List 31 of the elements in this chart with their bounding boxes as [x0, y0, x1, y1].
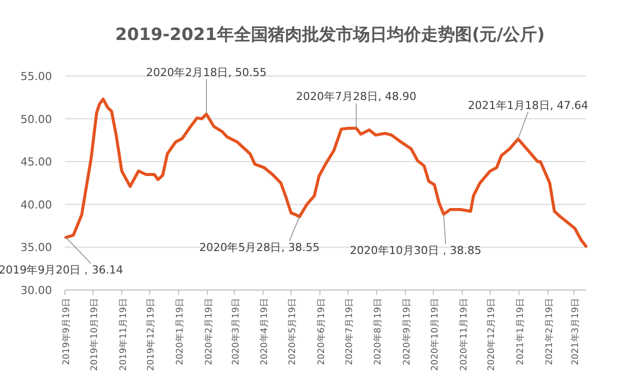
x-tick-label: 2019年12月19日: [146, 298, 157, 371]
x-tick-label: 2020年10月19日: [429, 298, 440, 371]
x-tick-label: 2020年12月19日: [486, 298, 498, 371]
x-tick-label: 2020年11月19日: [458, 298, 470, 371]
x-tick-label: 2020年9月19日: [402, 298, 413, 366]
x-tick-label: 2021年2月19日: [544, 298, 555, 366]
y-tick-label: 45.00: [20, 156, 52, 169]
x-tick-label: 2019年11月19日: [118, 298, 129, 371]
y-tick-label: 30.00: [20, 284, 52, 297]
x-tick-label: 2020年7月19日: [344, 298, 355, 366]
x-tick-label: 2020年3月19日: [230, 298, 242, 366]
x-tick-label: 2020年1月19日: [174, 298, 186, 366]
x-tick-label: 2019年9月19日: [61, 298, 72, 366]
x-tick-label: 2020年4月19日: [259, 298, 270, 366]
annotation: 2020年7月28日, 48.90: [296, 90, 416, 104]
annotation: 2021年1月18日, 47.64: [468, 99, 588, 112]
x-tick-label: 2020年2月19日: [203, 298, 214, 366]
chart-title: 2019-2021年全国猪肉批发市场日均价走势图(元/公斤): [115, 25, 545, 45]
x-tick-label: 2020年8月19日: [372, 298, 384, 366]
x-tick-label: 2020年5月19日: [287, 298, 298, 366]
annotation: 2020年10月30日，38.85: [350, 244, 482, 258]
y-tick-label: 50.00: [20, 112, 52, 126]
y-tick-label: 55.00: [20, 70, 52, 83]
y-tick-label: 40.00: [20, 198, 52, 212]
x-tick-label: 2020年6月19日: [316, 298, 327, 366]
annotation: 2020年5月28日, 38.55: [199, 240, 320, 254]
annotation: 2020年2月18日, 50.55: [146, 66, 267, 80]
x-tick-label: 2021年1月19日: [515, 298, 526, 366]
x-tick-label: 2021年3月19日: [570, 298, 581, 366]
y-tick-label: 35.00: [20, 241, 52, 254]
x-tick-label: 2019年10月19日: [88, 298, 100, 371]
